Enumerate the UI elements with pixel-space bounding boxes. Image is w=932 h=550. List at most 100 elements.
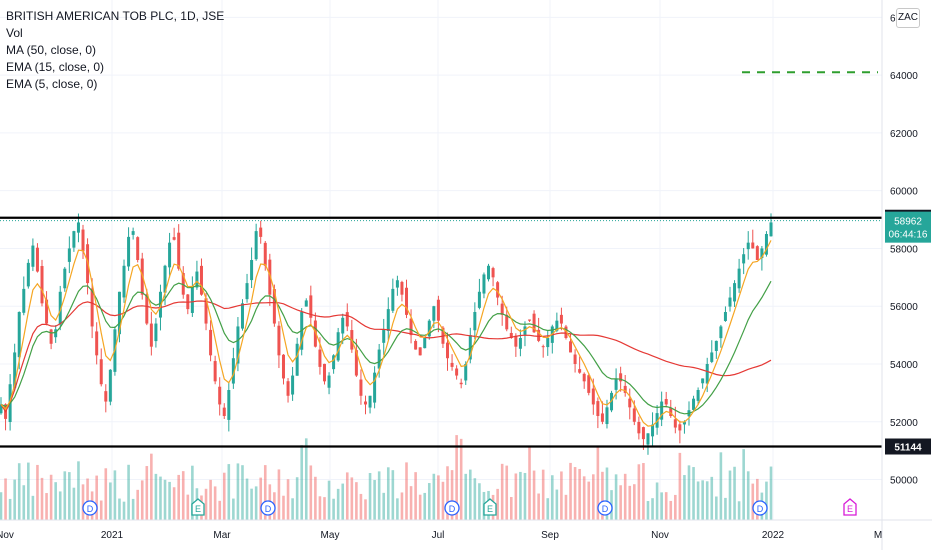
volume-bars: [0, 435, 773, 520]
volume-bar: [669, 500, 673, 520]
legend-volume[interactable]: Vol: [6, 26, 23, 40]
volume-bar: [332, 498, 335, 520]
candle-body: [541, 346, 545, 348]
volume-bar: [49, 474, 53, 520]
candle-body: [464, 364, 468, 381]
legend-ma50[interactable]: MA (50, close, 0): [6, 43, 97, 57]
candle-body: [655, 413, 659, 428]
dividend-marker: [260, 500, 276, 516]
candle-body: [473, 312, 477, 331]
time-tick-label: 2021: [101, 530, 124, 541]
price-tick-label: 58000: [890, 244, 918, 255]
candle-body: [477, 291, 481, 308]
price-tick-label: 52000: [890, 418, 918, 429]
candle-body: [72, 231, 76, 248]
time-axis[interactable]: Nov 2021 Mar May Jul Sep Nov 2022 M: [0, 519, 932, 541]
candle-body: [345, 312, 349, 327]
candle-body: [751, 242, 755, 249]
volume-bar: [692, 467, 695, 520]
candle-body: [641, 427, 645, 440]
candle-body: [318, 349, 322, 367]
volume-bar: [95, 475, 98, 520]
volume-bar: [532, 470, 536, 520]
candle-body: [263, 242, 267, 266]
candle-body: [236, 326, 240, 364]
volume-bar: [295, 477, 299, 520]
volume-bar: [277, 469, 281, 520]
volume-bar: [623, 473, 627, 520]
volume-bar: [350, 477, 354, 520]
volume-bar: [724, 497, 727, 520]
symbol-title[interactable]: BRITISH AMERICAN TOB PLC, 1D, JSE: [6, 9, 225, 23]
candle-body: [254, 231, 258, 260]
volume-bar: [601, 471, 604, 520]
candle-body: [58, 291, 62, 325]
volume-bar: [104, 468, 108, 520]
volume-bar: [259, 477, 263, 520]
volume-bar: [241, 465, 244, 520]
volume-bar: [391, 470, 395, 520]
legend-ema5[interactable]: EMA (5, close, 0): [6, 77, 98, 91]
candle-body: [573, 354, 577, 364]
candle-body: [600, 413, 604, 422]
candle-body: [373, 372, 377, 403]
volume-bar: [13, 479, 16, 520]
candle-body: [623, 385, 627, 393]
candle-body: [26, 262, 30, 287]
volume-bar: [172, 487, 176, 520]
volume-bar: [54, 482, 57, 520]
candle-body: [500, 303, 504, 315]
candle-body: [209, 329, 213, 356]
volume-bar: [154, 473, 158, 520]
candle-body: [742, 254, 746, 264]
price-axis[interactable]: 50000 52000 54000 56000 58000 60000 62000 64000…: [881, 0, 918, 550]
legend-ema15[interactable]: EMA (15, close, 0): [6, 60, 105, 74]
candle-body: [692, 398, 696, 410]
price-tick-label: 60000: [890, 187, 918, 198]
volume-bar: [345, 472, 349, 520]
volume-bar: [77, 461, 80, 520]
candle-body: [537, 329, 541, 341]
horizontal-levels[interactable]: 59063511445896206:44:16: [0, 71, 931, 455]
candle-body: [213, 361, 217, 382]
time-tick-label: May: [321, 530, 340, 541]
candle-body: [35, 247, 39, 272]
candlesticks: [0, 213, 773, 455]
volume-bar: [300, 445, 304, 520]
volume-bar: [204, 488, 208, 520]
candle-body: [760, 248, 764, 259]
candle-body: [341, 317, 345, 334]
volume-bar: [446, 466, 449, 520]
volume-bar: [555, 489, 559, 520]
volume-bar: [186, 494, 190, 520]
candle-body: [733, 283, 737, 302]
candle-body: [222, 407, 226, 416]
candle-body: [154, 323, 158, 342]
candle-body: [181, 272, 185, 295]
candle-body: [755, 246, 759, 260]
volume-bar: [423, 492, 427, 520]
dividend-marker: [597, 500, 613, 516]
volume-bar: [400, 492, 404, 520]
candle-body: [286, 381, 290, 396]
volume-bar: [31, 495, 35, 520]
volume-bar: [664, 492, 668, 520]
volume-bar: [304, 438, 308, 520]
candle-body: [409, 318, 413, 336]
bar-countdown-label: 06:44:16: [889, 230, 928, 241]
volume-bar: [131, 498, 135, 520]
candle-body: [117, 291, 121, 335]
currency-badge[interactable]: ZAC: [896, 8, 920, 28]
volume-bar: [733, 466, 736, 520]
volume-bar: [150, 453, 153, 520]
candle-body: [728, 297, 732, 307]
candle-body: [450, 362, 454, 367]
volume-bar: [500, 463, 504, 520]
time-tick-label: Jul: [432, 530, 445, 541]
candle-body: [268, 259, 272, 295]
time-tick-label: Nov: [0, 530, 14, 541]
volume-bar: [459, 438, 463, 520]
volume-bar: [687, 465, 691, 520]
